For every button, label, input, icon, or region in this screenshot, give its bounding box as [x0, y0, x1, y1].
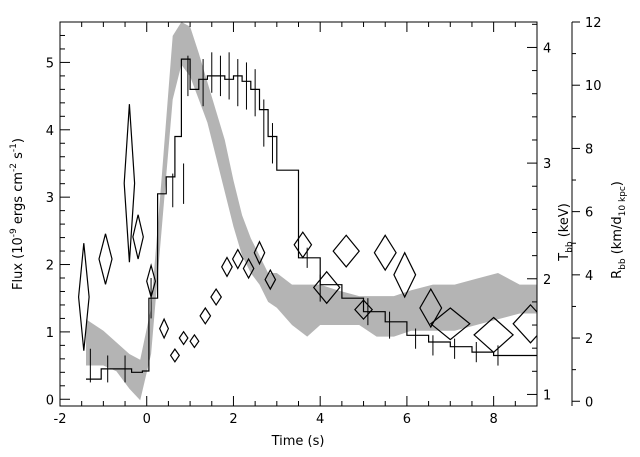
flux-tick-label: 5	[46, 56, 54, 71]
x-tick-label: 2	[229, 412, 237, 427]
y-axis-label-temperature: Tbb (keV)	[557, 203, 575, 262]
radius-diamond-marker	[429, 307, 471, 341]
temperature-tick-label: 3	[543, 157, 551, 172]
radius-diamond-marker	[169, 348, 181, 363]
radius-diamond-marker	[373, 234, 397, 272]
radius-diamond-marker	[332, 234, 360, 268]
temperature-band	[86, 22, 537, 401]
radius-diamond-marker	[178, 330, 189, 346]
radius-diamond-marker	[221, 256, 233, 278]
radius-diamond-marker	[189, 333, 200, 349]
radius-diamond-marker	[264, 268, 277, 291]
radius-tick-label: 2	[585, 332, 593, 347]
radius-diamond-marker	[253, 240, 266, 266]
flux-tick-label: 2	[46, 259, 54, 274]
x-axis-label: Time (s)	[271, 434, 325, 449]
radius-diamond-marker	[419, 287, 443, 329]
radius-diamond-marker	[98, 233, 113, 285]
radius-tick-label: 0	[585, 395, 593, 410]
radius-diamond-marker	[293, 231, 313, 259]
radius-diamond-marker	[132, 214, 144, 260]
radius-tick-label: 10	[585, 79, 602, 94]
radius-diamond-marker	[146, 263, 157, 300]
flux-errorbar-layer	[89, 52, 499, 383]
radius-tick-label: 8	[585, 142, 593, 157]
y-axis-label-radius: Rbb (km/d10 kpc)	[610, 181, 628, 279]
x-tick-label: -2	[54, 412, 67, 427]
temperature-tick-label: 4	[543, 41, 551, 56]
flux-tick-label: 4	[46, 124, 54, 139]
x-tick-label: 8	[489, 412, 497, 427]
x-tick-label: 0	[143, 412, 151, 427]
radius-diamond-marker	[512, 304, 537, 344]
x-tick-label: 4	[316, 412, 324, 427]
flux-tick-label: 0	[46, 393, 54, 408]
y-axis-label-flux: Flux (10-9 ergs cm-2 s-1)	[9, 138, 26, 290]
x-tick-label: 6	[403, 412, 411, 427]
radius-diamond-marker	[473, 316, 515, 354]
radius-diamond-marker	[199, 306, 212, 325]
flux-tick-label: 1	[46, 326, 54, 341]
radius-diamond-marker	[77, 243, 90, 351]
temperature-band-layer	[86, 22, 537, 401]
radius-diamond-layer	[77, 104, 537, 363]
radius-tick-label: 4	[585, 269, 593, 284]
radius-tick-label: 6	[585, 206, 593, 221]
flux-tick-label: 3	[46, 191, 54, 206]
radius-tick-label: 12	[585, 16, 602, 31]
radius-diamond-marker	[354, 299, 374, 320]
radius-diamond-marker	[159, 317, 170, 340]
radius-diamond-marker	[242, 257, 255, 280]
radius-diamond-marker	[312, 270, 341, 305]
radius-diamond-marker	[210, 288, 223, 306]
radius-diamond-marker	[123, 104, 136, 263]
radius-diamond-marker	[393, 251, 417, 299]
radius-diamond-marker	[231, 248, 244, 270]
temperature-tick-label: 1	[543, 388, 551, 403]
temperature-tick-label: 2	[543, 273, 551, 288]
